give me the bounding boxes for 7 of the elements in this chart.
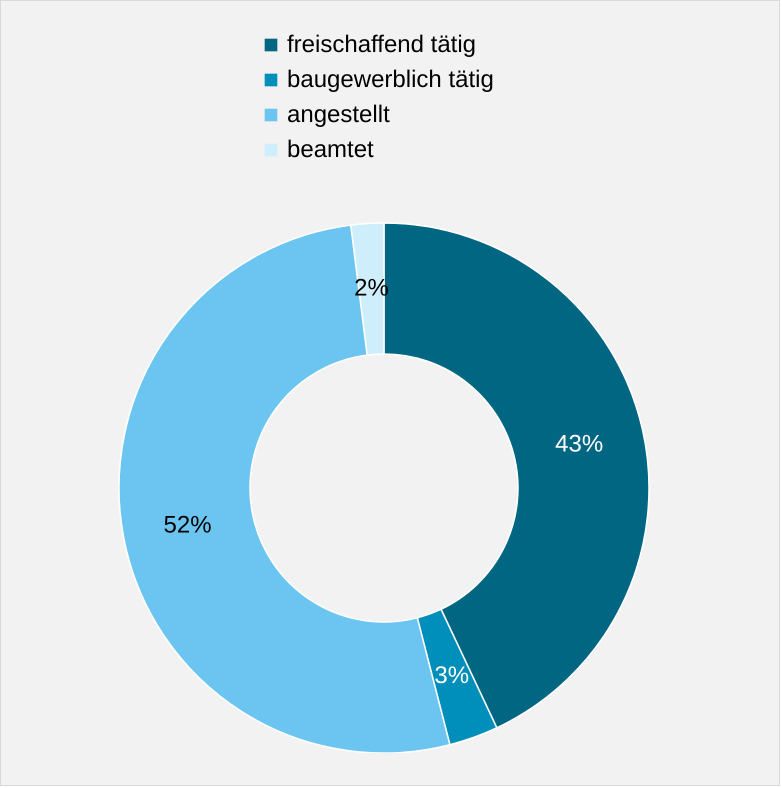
legend-label: angestellt — [287, 101, 390, 128]
data-label: 52% — [164, 511, 212, 538]
legend-label: freischaffend tätig — [287, 31, 476, 58]
data-label: 43% — [555, 430, 604, 458]
legend-label: beamtet — [287, 136, 374, 163]
legend-label: baugewerblich tätig — [287, 66, 494, 93]
data-label: 3% — [434, 662, 470, 690]
